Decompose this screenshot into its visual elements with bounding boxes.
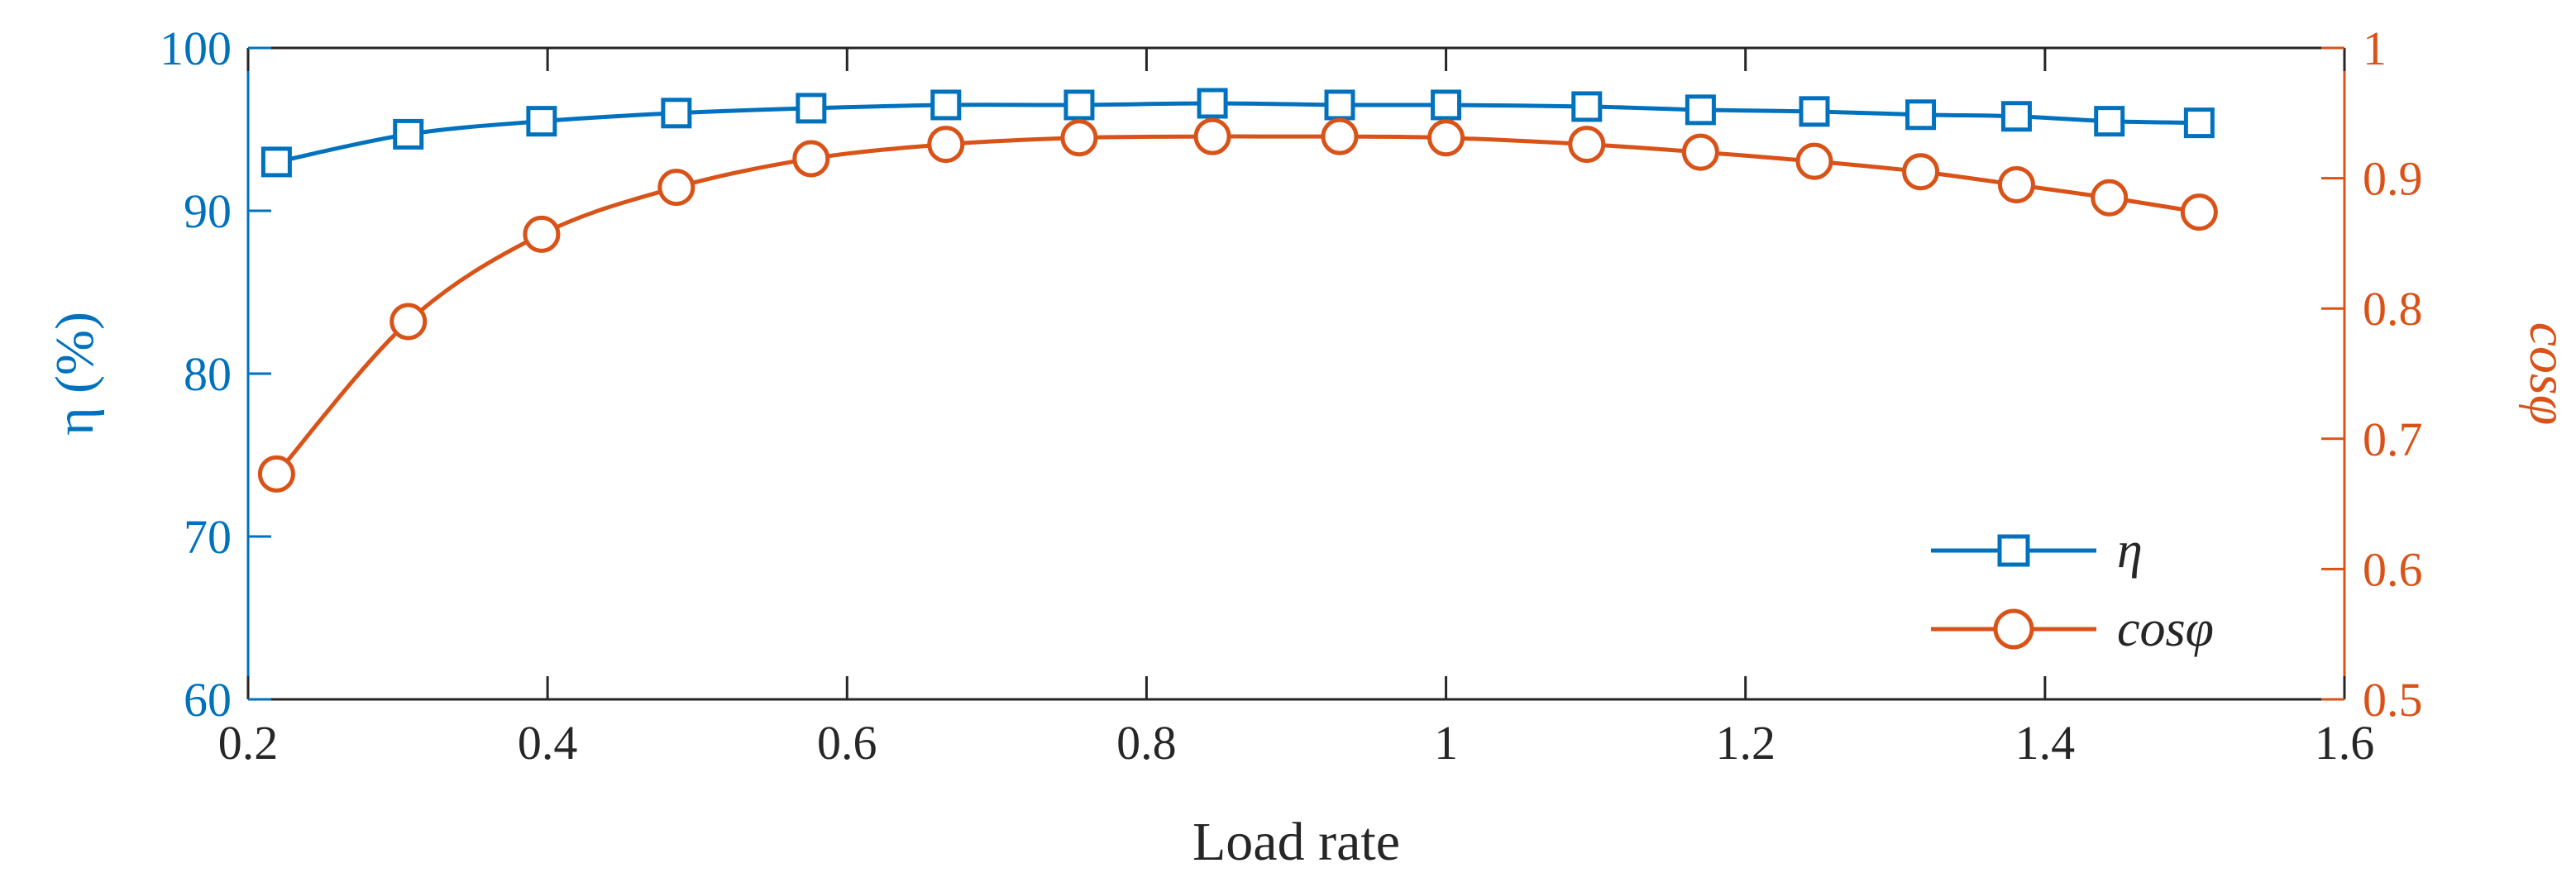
y-tick-label-right: 0.5 [2363,673,2423,727]
x-tick-label: 1.6 [2315,716,2375,770]
cosphi-data-point [927,126,965,164]
eta-data-point [1431,89,1462,121]
eta-data-point [661,98,692,129]
cosphi-data-point [1321,117,1359,155]
legend-eta-label: η [2117,522,2143,579]
eta-data-point [2000,101,2032,132]
y-tick-label-left: 70 [184,510,232,564]
x-tick-label: 0.8 [1116,716,1177,770]
eta-data-point [930,89,962,121]
y-tick-label-right: 0.7 [2363,413,2423,466]
y-axis-title-left: η (%) [45,312,105,436]
cosphi-data-point [1795,142,1833,180]
eta-data-point [1571,91,1603,122]
y-tick-label-right: 0.9 [2363,152,2423,206]
y-tick-label-left: 60 [184,673,232,727]
x-tick-label: 1 [1434,716,1458,770]
y-tick-label-right: 1 [2363,21,2387,75]
ticks-layer: 0.2 0.4 0.6 0.8 1 1.2 1.4 1.6 60 70 80 90 100 0.5 0.6 0… [160,21,2423,770]
y-tick-label-right: 0.8 [2363,282,2423,336]
legend-cosphi-marker [1993,608,2034,650]
x-tick-label: 1.2 [1715,716,1775,770]
cosphi-data-point [792,140,830,178]
eta-data-point [1905,99,1937,131]
y-tick-label-left: 100 [160,21,232,75]
x-tick-label: 0.6 [817,716,877,770]
x-tick-label: 0.4 [518,716,578,770]
cosphi-data-point [1568,126,1606,164]
legend-cosphi-label: cosφ [2117,601,2214,657]
eta-data-point [1197,88,1228,119]
eta-data-point [1799,96,1830,127]
eta-data-point [526,106,557,137]
x-tick-label: 1.4 [2015,716,2076,770]
eta-data-point [1063,89,1095,121]
cosphi-data-point [1060,119,1098,157]
cosphi-data-point [2180,193,2218,231]
y-tick-label-left: 80 [184,347,232,401]
cosphi-data-point [257,455,295,493]
cosphi-data-point [1681,133,1719,171]
cosphi-data-point [1427,119,1465,157]
x-axis-title: Load rate [1192,812,1400,872]
eta-data-point [1324,89,1355,121]
eta-data-point [393,118,424,150]
axes-layer [246,46,2346,701]
y-axis-title-right: cosφ [2518,322,2576,426]
cosphi-data-point [523,215,561,253]
eta-data-point [260,146,292,178]
x-tick-label: 0.2 [218,716,279,770]
legend: η cosφ [1931,522,2214,657]
plot-series [257,88,2218,493]
y-tick-label-left: 90 [184,184,232,238]
eta-data-point [796,93,827,124]
cosphi-data-point [390,303,428,341]
eta-data-point [1685,94,1716,126]
eta-data-point [2183,107,2215,139]
cosphi-data-point [657,169,695,207]
y-tick-label-right: 0.6 [2363,542,2423,596]
cosphi-data-point [2091,179,2129,217]
eta-data-point [2094,106,2125,137]
cosphi-data-point [1902,153,1940,191]
cosphi-data-point [1997,165,2035,203]
cosphi-data-point [1193,117,1231,155]
legend-eta-marker [1997,534,2030,567]
